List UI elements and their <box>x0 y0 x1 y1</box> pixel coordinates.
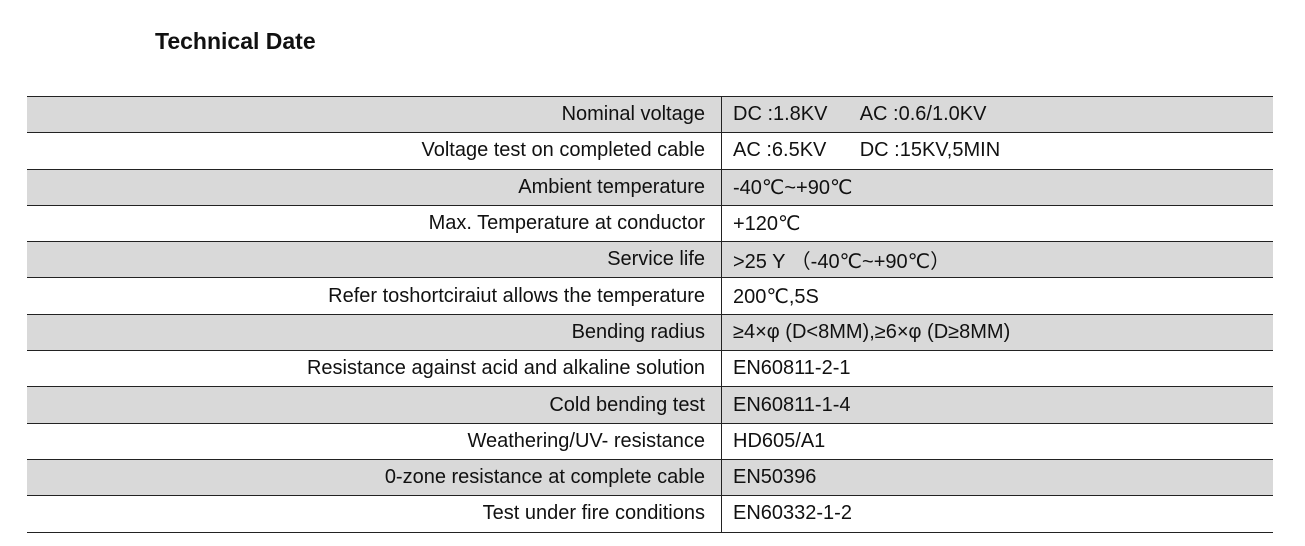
property-name: Cold bending test <box>27 387 722 423</box>
table-row: Test under fire conditions EN60332-1-2 <box>27 496 1273 533</box>
property-value: 200℃,5S <box>733 285 819 308</box>
property-value: >25 Y （-40℃~+90℃） <box>733 251 951 274</box>
property-value: ≥4×φ (D<8MM),≥6×φ (D≥8MM) <box>733 320 1011 343</box>
property-value: HD605/A1 <box>733 429 826 452</box>
title: Technical Date <box>155 28 316 54</box>
property-value: AC :6.5KV DC :15KV,5MIN <box>733 139 1001 162</box>
property-name: Nominal voltage <box>27 97 722 133</box>
property-value: DC :1.8KV AC :0.6/1.0KV <box>733 103 987 126</box>
table-row: Refer toshortciraiut allows the temperat… <box>27 278 1273 315</box>
property-value: +120℃ <box>733 213 801 236</box>
property-value: EN50396 <box>733 466 817 489</box>
property-name: Max. Temperature at conductor <box>27 205 722 242</box>
property-name: Refer toshortciraiut allows the temperat… <box>27 278 722 314</box>
spec-table: Nominal voltage DC :1.8KV AC :0.6/1.0KV Vo… <box>27 96 1273 533</box>
property-name: Service life <box>27 242 722 278</box>
table-row: 0-zone resistance at complete cable EN503… <box>27 459 1273 497</box>
property-value: EN60811-1-4 <box>733 393 851 416</box>
table-row: Max. Temperature at conductor +120℃ <box>27 205 1273 243</box>
table-row: Resistance against acid and alkaline sol… <box>27 351 1273 388</box>
property-name: Weathering/UV- resistance <box>27 423 722 459</box>
property-name: Resistance against acid and alkaline sol… <box>27 351 722 387</box>
property-value: EN60811-2-1 <box>733 357 851 380</box>
property-name: Voltage test on completed cable <box>27 133 722 169</box>
table-row: Service life >25 Y （-40℃~+90℃） <box>27 242 1273 279</box>
property-name: Bending radius <box>27 314 722 351</box>
property-value: -40℃~+90℃ <box>733 176 853 199</box>
table-row: Weathering/UV- resistance HD605/A1 <box>27 423 1273 460</box>
property-name: 0-zone resistance at complete cable <box>27 459 722 496</box>
table-row: Cold bending test EN60811-1-4 <box>27 387 1273 424</box>
property-name: Ambient temperature <box>27 169 722 205</box>
table-row: Bending radius ≥4×φ (D<8MM),≥6×φ (D≥8MM) <box>27 314 1273 352</box>
table-row: Ambient temperature -40℃~+90℃ <box>27 169 1273 206</box>
table-row: Nominal voltage DC :1.8KV AC :0.6/1.0KV <box>27 97 1273 134</box>
property-name: Test under fire conditions <box>27 496 722 532</box>
property-value: EN60332-1-2 <box>733 502 852 525</box>
table-row: Voltage test on completed cable AC :6.5KV… <box>27 133 1273 170</box>
